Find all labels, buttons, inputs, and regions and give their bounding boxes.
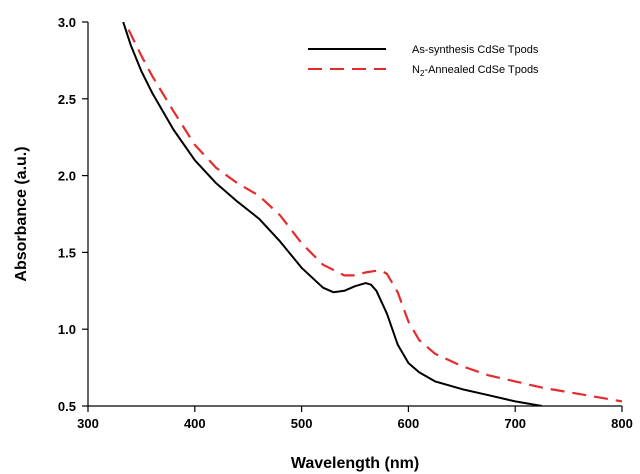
plot-area	[122, 22, 622, 406]
y-tick-label: 1.0	[58, 322, 76, 337]
y-axis-title: Absorbance (a.u.)	[13, 146, 30, 281]
y-tick-label: 2.5	[58, 92, 76, 107]
x-tick-label: 300	[77, 416, 99, 431]
x-tick-label: 500	[291, 416, 313, 431]
series-line-1	[122, 22, 543, 406]
y-tick-label: 0.5	[58, 399, 76, 414]
x-tick-label: 600	[398, 416, 420, 431]
legend-label-1: As-synthesis CdSe Tpods	[412, 44, 539, 56]
series-line-2	[127, 29, 622, 403]
x-tick-label: 800	[611, 416, 633, 431]
y-tick-label: 3.0	[58, 15, 76, 30]
y-tick-label: 2.0	[58, 169, 76, 184]
axes	[87, 22, 622, 407]
ticks: 300 400 500 600 700 800 0.5 1.0 1.5 2.0 2.5 3.0	[58, 15, 633, 431]
x-tick-label: 400	[184, 416, 206, 431]
x-tick-label: 700	[504, 416, 526, 431]
x-axis-title: Wavelength (nm)	[291, 455, 419, 472]
legend-label-2: N2-Annealed CdSe Tpods	[412, 64, 539, 78]
y-tick-label: 1.5	[58, 245, 76, 260]
legend: As-synthesis CdSe Tpods N2-Annealed CdSe …	[308, 44, 539, 78]
